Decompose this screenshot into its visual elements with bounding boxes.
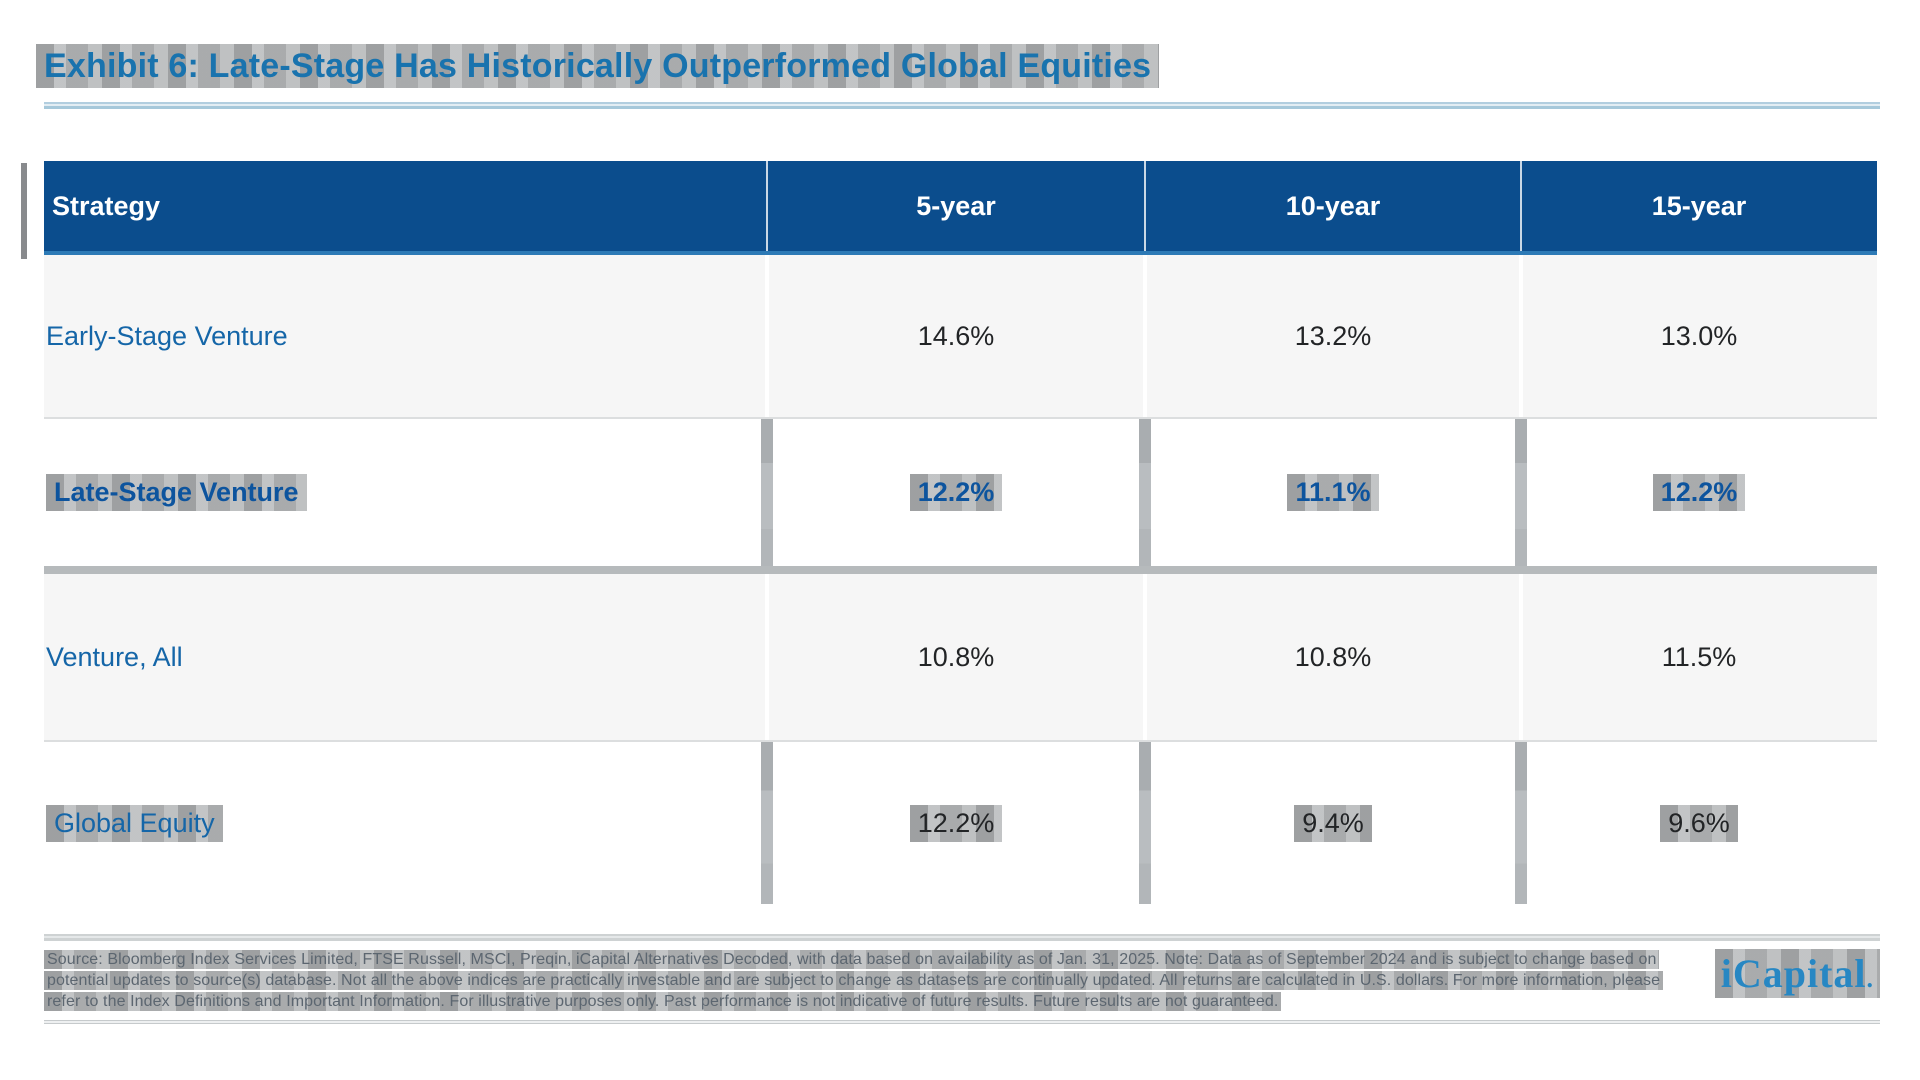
value-cell-10-year: 9.4% [1139,742,1521,904]
strategy-cell: Early-Stage Venture [44,255,767,417]
value-cell-5-year: 10.8% [765,574,1145,740]
value-5-year: 10.8% [917,641,995,672]
divider-line-bottom [44,1020,1880,1024]
value-5-year: 12.2% [909,474,1003,511]
strategy-label: Global Equity [46,804,223,842]
value-15-year: 11.5% [1661,641,1737,672]
value-cell-10-year: 10.8% [1143,574,1521,740]
value-10-year: 13.2% [1294,320,1372,351]
value-cell-15-year: 11.5% [1519,574,1877,740]
value-5-year: 14.6% [917,320,995,351]
column-header-5-year: 5-year [766,161,1145,251]
selection-artifact [21,163,27,259]
strategy-cell: Late-Stage Venture [44,419,767,566]
value-5-year: 12.2% [909,804,1003,842]
value-cell-15-year: 12.2% [1515,419,1877,566]
table-header-row: Strategy 5-year 10-year 15-year [44,161,1877,255]
icapital-logo: iCapital. [1714,949,1880,1000]
value-cell-10-year: 13.2% [1143,255,1521,417]
value-10-year: 10.8% [1294,641,1372,672]
value-cell-5-year: 12.2% [761,742,1145,904]
page-title-text: Exhibit 6: Late-Stage Has Historically O… [36,44,1160,88]
strategy-label: Venture, All [46,641,183,672]
value-15-year: 12.2% [1652,474,1746,511]
value-cell-15-year: 9.6% [1515,742,1877,904]
source-footnote-text: Source: Bloomberg Index Services Limited… [44,950,1664,1011]
value-cell-10-year: 11.1% [1139,419,1521,566]
title-rule [44,102,1880,109]
divider-line-top [44,934,1880,941]
strategy-cell: Venture, All [44,574,767,740]
value-10-year: 11.1% [1287,474,1379,511]
value-15-year: 13.0% [1660,320,1738,351]
table-row-late-stage-venture: Late-Stage Venture 12.2% 11.1% 12.2% [44,419,1877,574]
table-row-early-stage-venture: Early-Stage Venture 14.6% 13.2% 13.0% [44,255,1877,419]
value-15-year: 9.6% [1660,804,1738,842]
column-header-strategy: Strategy [52,190,161,221]
icapital-logo-text: iCapital [1720,951,1867,996]
column-header-10-year: 10-year [1144,161,1521,251]
footer: Source: Bloomberg Index Services Limited… [44,949,1880,1012]
value-10-year: 9.4% [1294,804,1372,842]
table-row-global-equity: Global Equity 12.2% 9.4% 9.6% [44,742,1877,904]
strategy-cell: Global Equity [44,742,767,904]
strategy-label: Early-Stage Venture [46,320,288,351]
icapital-logo-mark: . [1866,964,1874,993]
value-cell-5-year: 14.6% [765,255,1145,417]
performance-table: Strategy 5-year 10-year 15-year Early-St… [44,161,1877,904]
table-row-venture-all: Venture, All 10.8% 10.8% 11.5% [44,574,1877,742]
strategy-label: Late-Stage Venture [46,474,307,511]
value-cell-15-year: 13.0% [1519,255,1877,417]
value-cell-5-year: 12.2% [761,419,1145,566]
page-title: Exhibit 6: Late-Stage Has Historically O… [36,44,1880,88]
source-footnote: Source: Bloomberg Index Services Limited… [44,949,1689,1012]
column-header-15-year: 15-year [1520,161,1877,251]
